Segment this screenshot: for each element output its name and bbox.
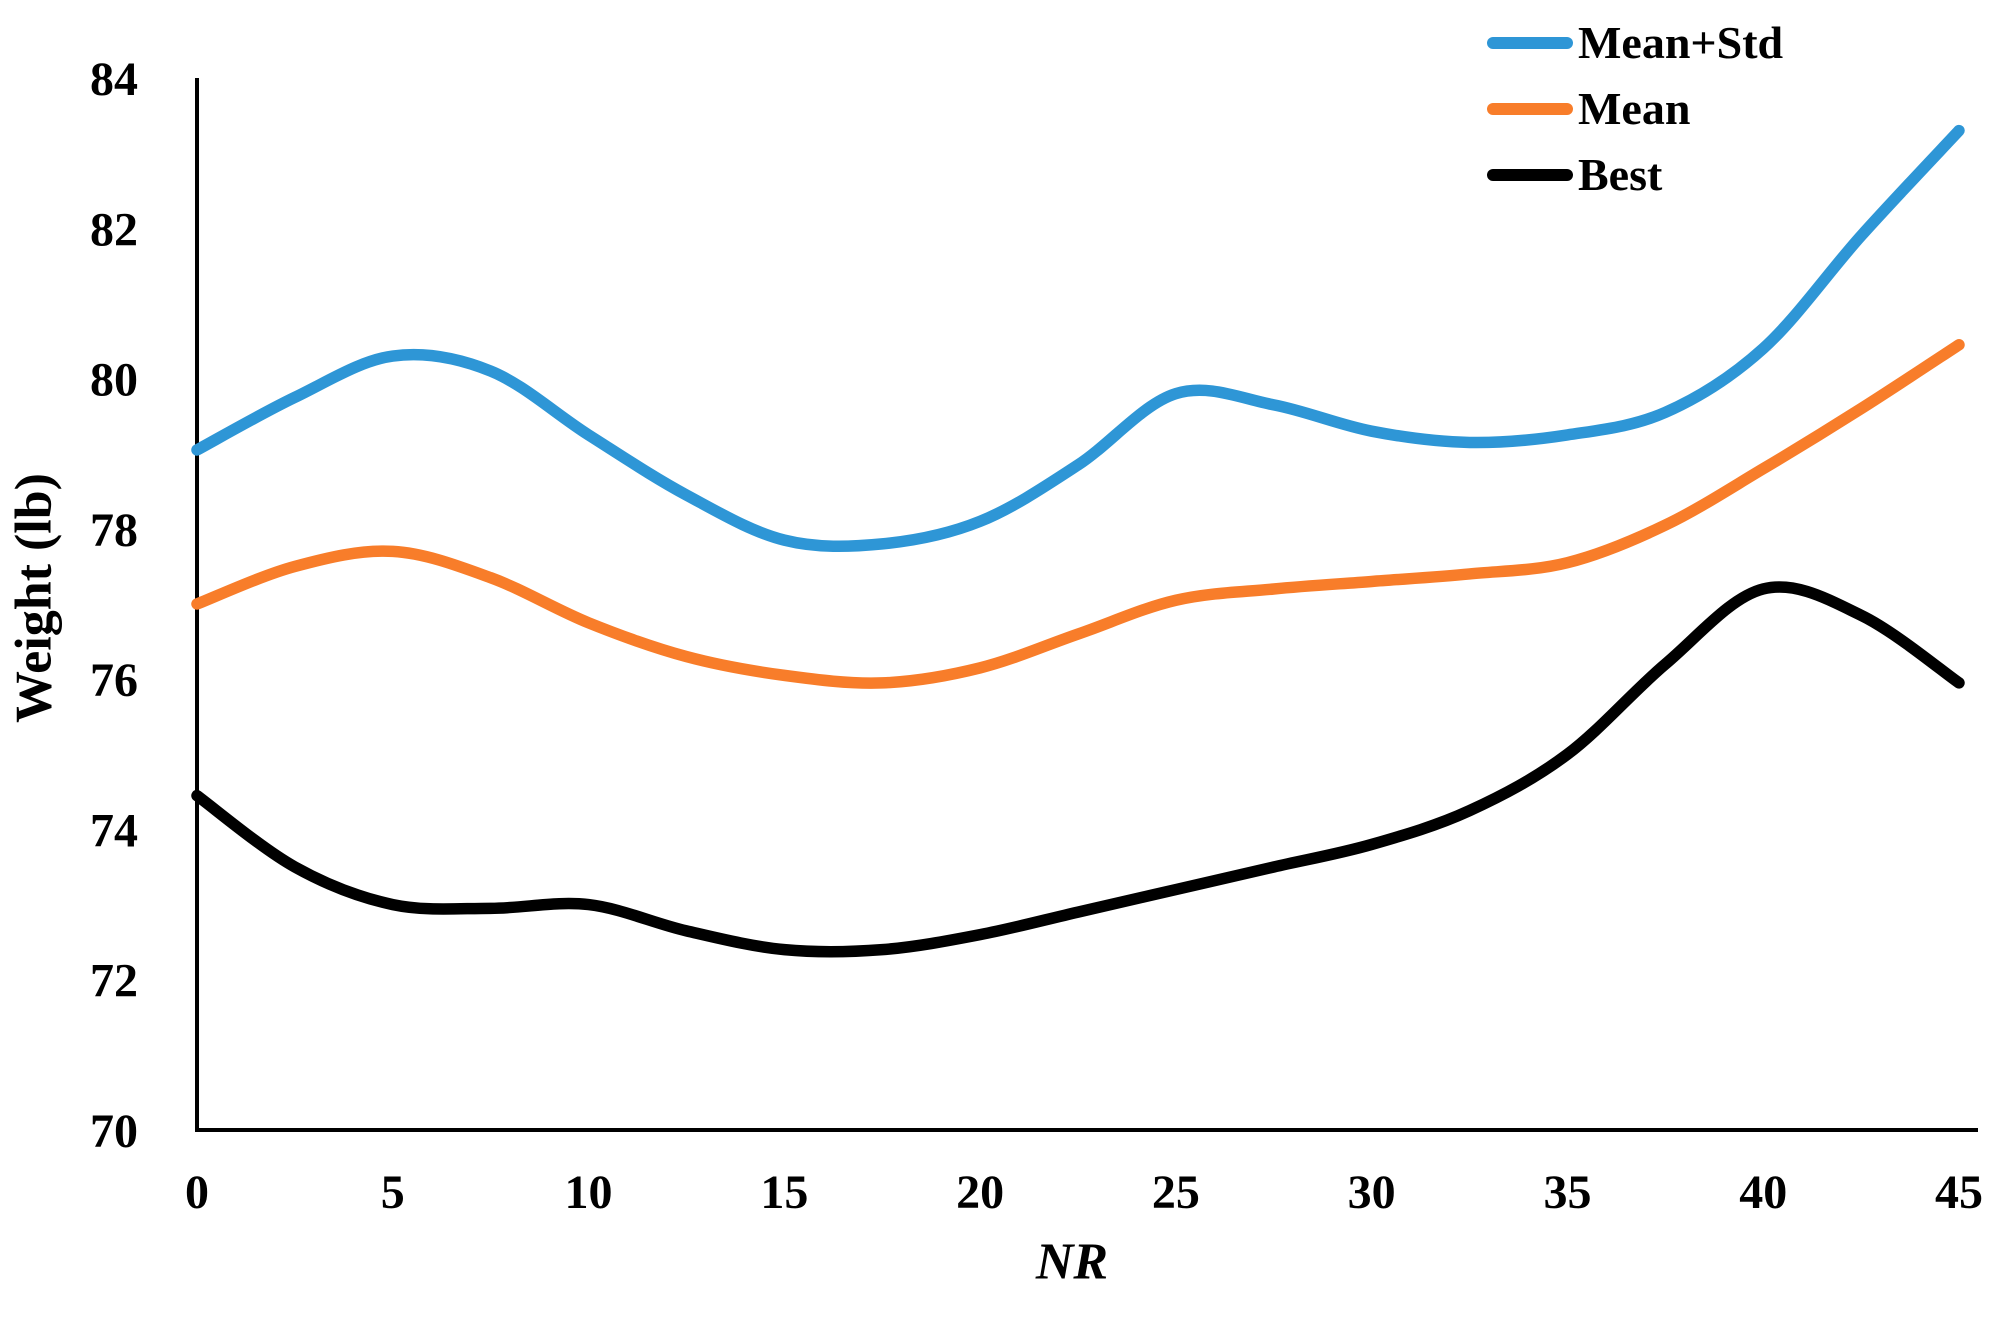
y-tick-label-74: 74 [90, 804, 138, 857]
y-tick-label-76: 76 [90, 654, 138, 707]
legend-swatch-mean [1487, 103, 1573, 115]
legend-item-mean: Mean [1487, 84, 1783, 134]
legend-swatch-mean-plus-std [1487, 37, 1573, 49]
series-line-mean-std [191, 124, 1965, 553]
series-line-mean [191, 339, 1965, 689]
x-tick-label-45: 45 [1935, 1166, 1983, 1219]
x-tick-label-35: 35 [1543, 1166, 1591, 1219]
y-tick-label-84: 84 [90, 53, 138, 106]
y-tick-label-72: 72 [90, 955, 138, 1008]
legend-swatch-best [1487, 169, 1573, 181]
legend-item-best: Best [1487, 150, 1783, 200]
x-tick-label-40: 40 [1739, 1166, 1787, 1219]
y-tick-label-70: 70 [90, 1105, 138, 1158]
legend-item-mean-plus-std: Mean+Std [1487, 18, 1783, 68]
x-tick-label-5: 5 [381, 1166, 405, 1219]
x-tick-label-30: 30 [1348, 1166, 1396, 1219]
legend-label-best: Best [1578, 149, 1663, 200]
series-line-best [191, 581, 1965, 958]
legend-label-mean-plus-std: Mean+Std [1578, 17, 1784, 68]
x-tick-label-15: 15 [760, 1166, 808, 1219]
x-tick-label-20: 20 [956, 1166, 1004, 1219]
y-tick-label-80: 80 [90, 354, 138, 407]
legend: Mean+Std Mean Best [1487, 18, 1783, 216]
x-tick-label-25: 25 [1152, 1166, 1200, 1219]
y-tick-label-78: 78 [90, 504, 138, 557]
x-tick-label-0: 0 [185, 1166, 209, 1219]
x-tick-label-10: 10 [565, 1166, 613, 1219]
y-axis-title: Weight (lb) [5, 473, 63, 723]
legend-label-mean: Mean [1578, 83, 1691, 134]
y-tick-label-82: 82 [90, 203, 138, 256]
x-axis-title: NR [1035, 1233, 1109, 1291]
